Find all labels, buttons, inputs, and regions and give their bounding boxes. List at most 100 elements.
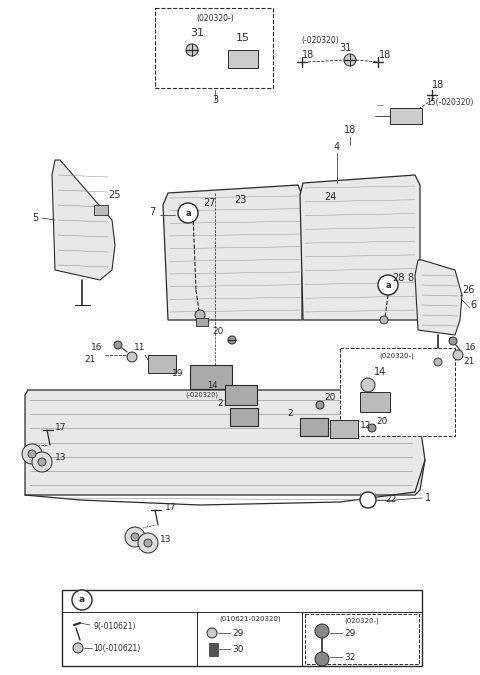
Text: 18: 18 bbox=[379, 50, 391, 60]
Circle shape bbox=[360, 492, 376, 508]
Text: 8: 8 bbox=[407, 273, 413, 283]
Polygon shape bbox=[25, 390, 425, 495]
Text: 10(-010621): 10(-010621) bbox=[93, 643, 140, 653]
Circle shape bbox=[125, 527, 145, 547]
Circle shape bbox=[186, 44, 198, 56]
Text: 2: 2 bbox=[288, 408, 293, 418]
Bar bbox=[62, 590, 422, 666]
Text: 25: 25 bbox=[108, 190, 120, 200]
Circle shape bbox=[131, 533, 139, 541]
Text: 4: 4 bbox=[334, 142, 340, 152]
Text: 15: 15 bbox=[236, 33, 250, 43]
Text: 13: 13 bbox=[160, 535, 171, 545]
Text: 22: 22 bbox=[385, 495, 396, 504]
Text: 18: 18 bbox=[344, 125, 356, 135]
Text: 6: 6 bbox=[470, 300, 476, 310]
Bar bbox=[230, 408, 258, 426]
Text: 5: 5 bbox=[32, 213, 38, 223]
Circle shape bbox=[315, 652, 329, 666]
Polygon shape bbox=[52, 160, 115, 280]
Text: —: — bbox=[376, 102, 384, 108]
Text: 31: 31 bbox=[190, 28, 204, 38]
Circle shape bbox=[228, 336, 236, 344]
Text: 28: 28 bbox=[392, 273, 404, 283]
Bar bbox=[228, 50, 258, 68]
Circle shape bbox=[453, 350, 463, 360]
Text: 18: 18 bbox=[302, 50, 314, 60]
Bar bbox=[190, 365, 232, 389]
Text: 20: 20 bbox=[376, 418, 388, 427]
Text: 16: 16 bbox=[91, 344, 103, 352]
Bar bbox=[390, 108, 422, 124]
Text: 29: 29 bbox=[232, 628, 243, 637]
Text: (-020320): (-020320) bbox=[185, 392, 218, 398]
Text: 17: 17 bbox=[55, 423, 67, 431]
Circle shape bbox=[380, 316, 388, 324]
Bar bbox=[360, 392, 390, 412]
Bar bbox=[148, 355, 176, 373]
Text: (020320-): (020320-) bbox=[380, 353, 414, 359]
Circle shape bbox=[38, 458, 46, 466]
Bar bbox=[340, 348, 455, 436]
Text: 21: 21 bbox=[84, 356, 96, 365]
Circle shape bbox=[144, 539, 152, 547]
Text: 3: 3 bbox=[212, 95, 218, 105]
Bar bbox=[330, 420, 358, 438]
Text: 23: 23 bbox=[234, 195, 246, 205]
Bar bbox=[305, 614, 419, 664]
Circle shape bbox=[207, 628, 217, 638]
Text: 14: 14 bbox=[207, 381, 218, 389]
Text: (-020320): (-020320) bbox=[301, 36, 339, 45]
Circle shape bbox=[28, 450, 36, 458]
Text: 29: 29 bbox=[344, 628, 355, 637]
Text: 17: 17 bbox=[165, 504, 177, 512]
Circle shape bbox=[32, 452, 52, 472]
Circle shape bbox=[127, 352, 137, 362]
Text: 1: 1 bbox=[425, 493, 431, 503]
Circle shape bbox=[195, 310, 205, 320]
Text: (020320-): (020320-) bbox=[196, 14, 234, 22]
Circle shape bbox=[138, 533, 158, 553]
Text: (010621-020320): (010621-020320) bbox=[219, 616, 281, 622]
Text: 14: 14 bbox=[374, 367, 386, 377]
Polygon shape bbox=[163, 185, 302, 320]
Text: 21: 21 bbox=[463, 358, 474, 367]
Text: 15(-020320): 15(-020320) bbox=[426, 97, 473, 107]
Bar bbox=[94, 205, 108, 215]
Circle shape bbox=[378, 275, 398, 295]
Text: 20: 20 bbox=[212, 327, 224, 337]
Circle shape bbox=[22, 444, 42, 464]
Polygon shape bbox=[300, 175, 420, 320]
Circle shape bbox=[114, 341, 122, 349]
Text: 18: 18 bbox=[432, 80, 444, 90]
Text: 32: 32 bbox=[344, 653, 355, 662]
Text: 30: 30 bbox=[232, 645, 243, 653]
Circle shape bbox=[315, 624, 329, 638]
Bar bbox=[196, 318, 208, 326]
Bar bbox=[300, 418, 328, 436]
Text: a: a bbox=[79, 595, 85, 605]
Circle shape bbox=[368, 424, 376, 432]
Text: a: a bbox=[185, 209, 191, 217]
Bar bbox=[225, 385, 257, 405]
Circle shape bbox=[344, 54, 356, 66]
Circle shape bbox=[361, 378, 375, 392]
Text: 2: 2 bbox=[217, 398, 223, 408]
Polygon shape bbox=[415, 260, 462, 335]
Text: 11: 11 bbox=[133, 344, 145, 352]
Text: 26: 26 bbox=[462, 285, 474, 295]
Text: a: a bbox=[385, 281, 391, 290]
Text: 19: 19 bbox=[171, 369, 183, 377]
Text: 16: 16 bbox=[465, 344, 477, 352]
Circle shape bbox=[72, 590, 92, 610]
Text: 9(-010621): 9(-010621) bbox=[93, 622, 135, 630]
Circle shape bbox=[73, 643, 83, 653]
Text: 13: 13 bbox=[55, 454, 67, 462]
Text: 27: 27 bbox=[204, 198, 216, 208]
Text: 20: 20 bbox=[324, 394, 336, 402]
Text: 24: 24 bbox=[324, 192, 336, 202]
Circle shape bbox=[178, 203, 198, 223]
Text: 7: 7 bbox=[149, 207, 155, 217]
Bar bbox=[209, 643, 218, 656]
Circle shape bbox=[434, 358, 442, 366]
